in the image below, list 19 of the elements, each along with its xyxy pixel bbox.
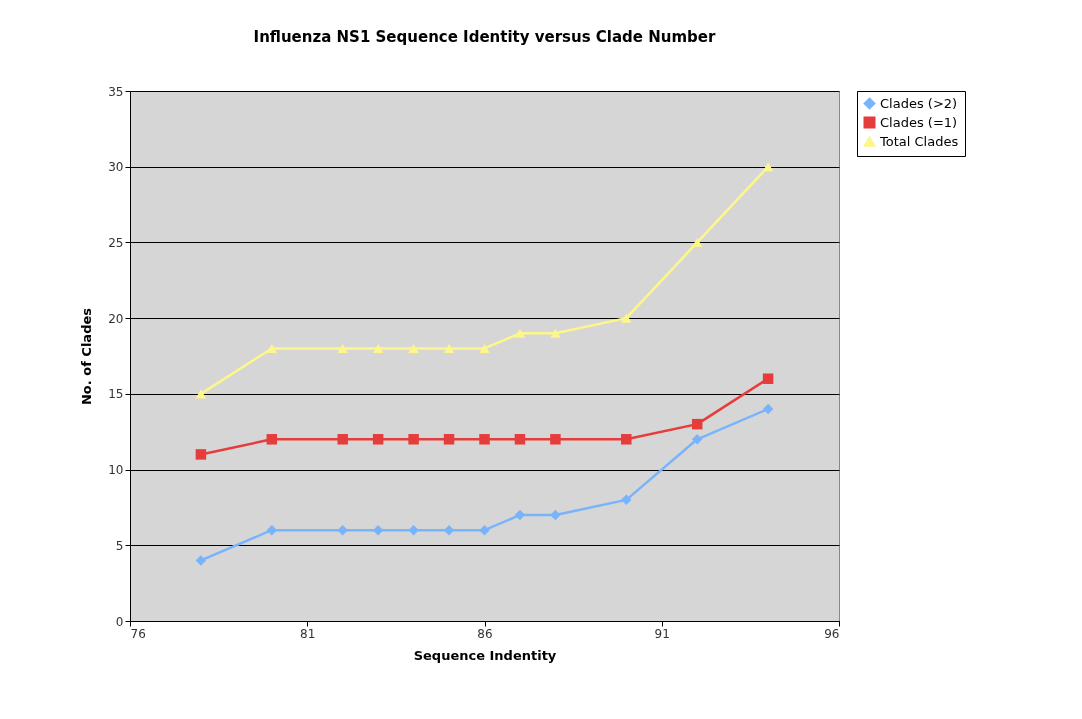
x-tick-label: 76 [130,626,146,641]
x-tick-label: 86 [477,626,493,641]
x-tick-label: 91 [654,626,670,641]
y-tick-label: 30 [108,160,124,175]
legend-label: Total Clades [879,133,959,149]
legend-label: Clades (>2) [880,95,958,111]
y-tick-label: 5 [115,538,124,553]
y-tick-label: 0 [115,614,124,629]
x-tick-label: 81 [300,626,316,641]
x-axis-title: Sequence Indentity [413,647,557,663]
y-axis-title: No. of Clades [79,307,95,406]
x-tick-label: 96 [824,626,840,641]
legend-label: Clades (=1) [880,114,958,130]
y-tick-label: 20 [108,311,124,326]
y-tick-label: 10 [108,463,124,478]
chart-title: Influenza NS1 Sequence Identity versus Clade Number [253,28,717,46]
y-tick-label: 35 [108,84,124,99]
y-tick-label: 25 [108,235,124,250]
y-tick-label: 15 [108,387,124,402]
